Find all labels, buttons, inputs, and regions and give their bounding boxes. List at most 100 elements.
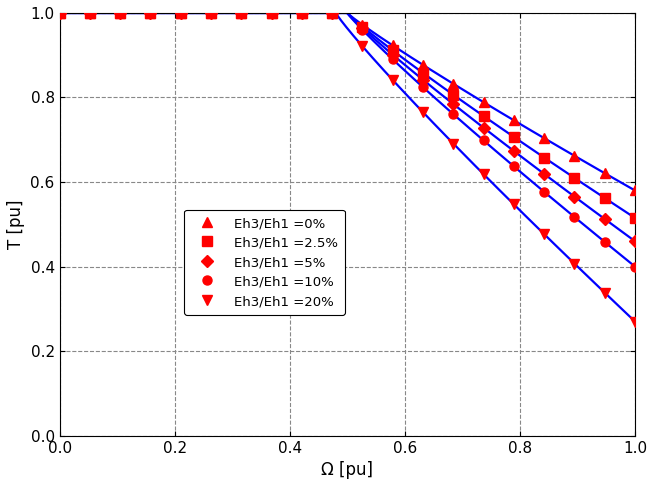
Eh3/Eh1 =10%: [631, 263, 639, 269]
Eh3/Eh1 =0%: [146, 10, 154, 16]
Eh3/Eh1 =5%: [298, 10, 306, 16]
Eh3/Eh1 =2.5%: [601, 195, 609, 201]
Eh3/Eh1 =5%: [358, 25, 366, 31]
Eh3/Eh1 =5%: [449, 101, 457, 107]
Eh3/Eh1 =0%: [419, 62, 427, 68]
Eh3/Eh1 =2.5%: [177, 10, 184, 16]
Eh3/Eh1 =10%: [479, 138, 487, 143]
Eh3/Eh1 =10%: [116, 10, 124, 16]
Eh3/Eh1 =20%: [56, 10, 63, 16]
Eh3/Eh1 =10%: [601, 239, 609, 245]
Eh3/Eh1 =0%: [479, 99, 487, 105]
Eh3/Eh1 =5%: [388, 52, 396, 58]
Eh3/Eh1 =2.5%: [449, 92, 457, 98]
Eh3/Eh1 =2.5%: [419, 70, 427, 76]
Eh3/Eh1 =10%: [237, 10, 245, 16]
Eh3/Eh1 =2.5%: [358, 24, 366, 30]
Eh3/Eh1 =10%: [419, 84, 427, 90]
Eh3/Eh1 =0%: [207, 10, 215, 16]
Eh3/Eh1 =2.5%: [146, 10, 154, 16]
Line: Eh3/Eh1 =10%: Eh3/Eh1 =10%: [55, 8, 640, 271]
Eh3/Eh1 =5%: [56, 10, 63, 16]
Eh3/Eh1 =20%: [177, 10, 184, 16]
Eh3/Eh1 =10%: [267, 10, 275, 16]
Eh3/Eh1 =20%: [358, 43, 366, 49]
Eh3/Eh1 =10%: [570, 214, 578, 220]
Eh3/Eh1 =10%: [449, 111, 457, 117]
X-axis label: Ω [pu]: Ω [pu]: [321, 461, 373, 479]
Eh3/Eh1 =20%: [86, 10, 94, 16]
Eh3/Eh1 =5%: [479, 125, 487, 131]
Eh3/Eh1 =0%: [56, 10, 63, 16]
Eh3/Eh1 =20%: [267, 10, 275, 16]
Eh3/Eh1 =2.5%: [631, 215, 639, 221]
Eh3/Eh1 =0%: [237, 10, 245, 16]
Eh3/Eh1 =0%: [328, 10, 336, 16]
Eh3/Eh1 =0%: [601, 170, 609, 176]
Eh3/Eh1 =2.5%: [86, 10, 94, 16]
Eh3/Eh1 =10%: [388, 56, 396, 62]
Eh3/Eh1 =10%: [177, 10, 184, 16]
Legend: Eh3/Eh1 =0%, Eh3/Eh1 =2.5%, Eh3/Eh1 =5%, Eh3/Eh1 =10%, Eh3/Eh1 =20%: Eh3/Eh1 =0%, Eh3/Eh1 =2.5%, Eh3/Eh1 =5%,…: [184, 209, 345, 315]
Eh3/Eh1 =0%: [116, 10, 124, 16]
Eh3/Eh1 =2.5%: [207, 10, 215, 16]
Eh3/Eh1 =5%: [601, 216, 609, 222]
Eh3/Eh1 =0%: [177, 10, 184, 16]
Eh3/Eh1 =20%: [601, 290, 609, 295]
Line: Eh3/Eh1 =2.5%: Eh3/Eh1 =2.5%: [55, 8, 640, 223]
Eh3/Eh1 =20%: [479, 171, 487, 177]
Eh3/Eh1 =2.5%: [570, 175, 578, 181]
Eh3/Eh1 =20%: [540, 231, 548, 237]
Eh3/Eh1 =10%: [358, 27, 366, 33]
Line: Eh3/Eh1 =5%: Eh3/Eh1 =5%: [55, 8, 640, 246]
Eh3/Eh1 =10%: [56, 10, 63, 16]
Eh3/Eh1 =2.5%: [388, 48, 396, 53]
Eh3/Eh1 =0%: [358, 22, 366, 28]
Eh3/Eh1 =0%: [86, 10, 94, 16]
Eh3/Eh1 =0%: [510, 118, 518, 123]
Eh3/Eh1 =5%: [419, 77, 427, 83]
Eh3/Eh1 =20%: [207, 10, 215, 16]
Eh3/Eh1 =20%: [146, 10, 154, 16]
Eh3/Eh1 =5%: [510, 148, 518, 154]
Eh3/Eh1 =2.5%: [510, 134, 518, 140]
Line: Eh3/Eh1 =20%: Eh3/Eh1 =20%: [55, 8, 640, 326]
Line: Eh3/Eh1 =0%: Eh3/Eh1 =0%: [55, 8, 640, 195]
Eh3/Eh1 =5%: [540, 171, 548, 177]
Eh3/Eh1 =0%: [449, 81, 457, 87]
Eh3/Eh1 =2.5%: [267, 10, 275, 16]
Eh3/Eh1 =5%: [570, 193, 578, 199]
Eh3/Eh1 =20%: [570, 260, 578, 266]
Eh3/Eh1 =2.5%: [237, 10, 245, 16]
Eh3/Eh1 =20%: [116, 10, 124, 16]
Eh3/Eh1 =2.5%: [540, 155, 548, 160]
Eh3/Eh1 =10%: [207, 10, 215, 16]
Eh3/Eh1 =0%: [388, 42, 396, 48]
Eh3/Eh1 =0%: [540, 135, 548, 141]
Eh3/Eh1 =10%: [146, 10, 154, 16]
Eh3/Eh1 =20%: [388, 77, 396, 83]
Y-axis label: T [pu]: T [pu]: [7, 200, 25, 249]
Eh3/Eh1 =10%: [510, 163, 518, 169]
Eh3/Eh1 =20%: [328, 10, 336, 16]
Eh3/Eh1 =5%: [237, 10, 245, 16]
Eh3/Eh1 =5%: [328, 10, 336, 16]
Eh3/Eh1 =10%: [540, 189, 548, 195]
Eh3/Eh1 =2.5%: [56, 10, 63, 16]
Eh3/Eh1 =0%: [298, 10, 306, 16]
Eh3/Eh1 =10%: [86, 10, 94, 16]
Eh3/Eh1 =5%: [207, 10, 215, 16]
Eh3/Eh1 =2.5%: [298, 10, 306, 16]
Eh3/Eh1 =20%: [298, 10, 306, 16]
Eh3/Eh1 =20%: [237, 10, 245, 16]
Eh3/Eh1 =20%: [419, 109, 427, 115]
Eh3/Eh1 =0%: [570, 153, 578, 159]
Eh3/Eh1 =5%: [146, 10, 154, 16]
Eh3/Eh1 =10%: [298, 10, 306, 16]
Eh3/Eh1 =20%: [510, 202, 518, 208]
Eh3/Eh1 =5%: [116, 10, 124, 16]
Eh3/Eh1 =10%: [328, 10, 336, 16]
Eh3/Eh1 =2.5%: [479, 113, 487, 119]
Eh3/Eh1 =5%: [267, 10, 275, 16]
Eh3/Eh1 =2.5%: [328, 10, 336, 16]
